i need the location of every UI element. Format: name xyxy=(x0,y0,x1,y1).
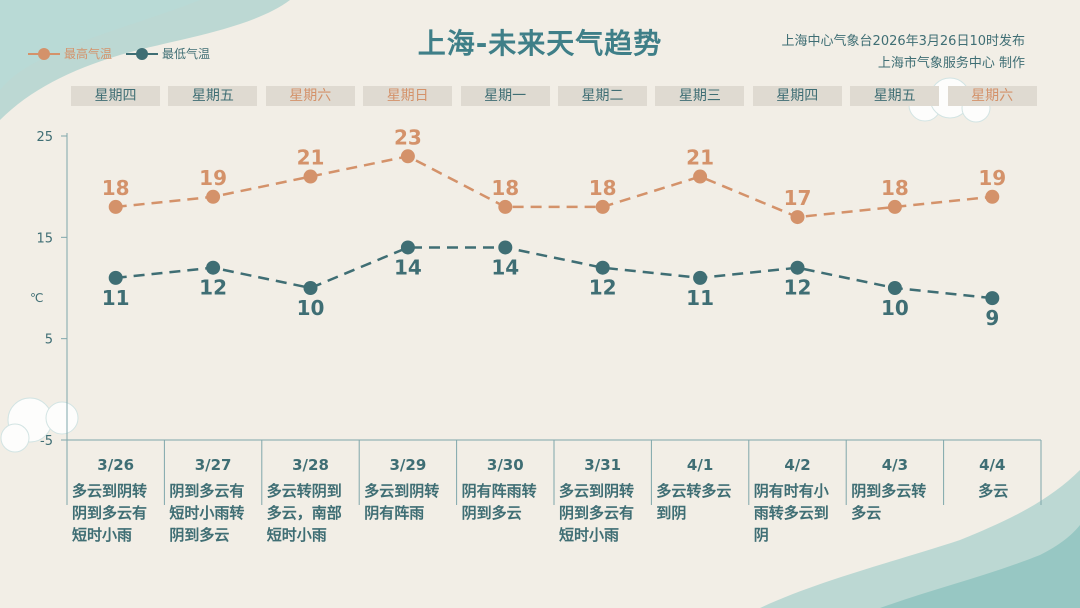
high-temp-label: 18 xyxy=(881,176,909,200)
cloud-puff xyxy=(45,401,79,435)
high-temp-label: 23 xyxy=(394,125,422,149)
high-temp-point xyxy=(400,149,415,164)
weekday-label: 星期一 xyxy=(460,86,550,106)
high-temp-label: 18 xyxy=(589,176,617,200)
low-temp-point xyxy=(206,260,221,275)
low-temp-label: 12 xyxy=(784,276,812,300)
y-tick-label: 15 xyxy=(36,231,53,246)
weekday-label: 星期五 xyxy=(850,86,940,106)
legend-item-low: 最低气温 xyxy=(126,45,210,62)
high-temp-point xyxy=(595,199,610,214)
high-temp-label: 19 xyxy=(199,166,227,190)
weekday-label: 星期四 xyxy=(71,86,160,106)
date-label: 3/29 xyxy=(389,456,427,474)
cloud-left xyxy=(0,397,79,453)
publisher-line-1: 上海中心气象台2026年3月26日10时发布 xyxy=(781,34,1025,49)
high-temp-label: 19 xyxy=(978,166,1006,190)
high-temp-label: 18 xyxy=(491,176,519,200)
high-temp-label: 21 xyxy=(297,146,325,170)
page-title: 上海-未来天气趋势 xyxy=(417,27,663,60)
weather-description: 多云转阴到多云，南部短时小雨 xyxy=(266,482,342,544)
weekday-label: 星期五 xyxy=(168,86,258,106)
weather-description: 阴有阵雨转阴到多云 xyxy=(461,482,537,522)
y-axis-unit-label: ℃ xyxy=(30,291,43,305)
low-temp-line xyxy=(115,246,993,300)
date-label: 4/2 xyxy=(784,456,811,474)
high-series-marker-icon xyxy=(28,47,60,60)
high-temp-point xyxy=(498,199,513,214)
high-temp-label: 18 xyxy=(102,176,130,200)
weekday-label: 星期四 xyxy=(752,86,842,106)
low-temp-label: 12 xyxy=(199,276,227,300)
weekday-label: 星期日 xyxy=(363,86,453,106)
weekday-label: 星期二 xyxy=(558,86,647,106)
watercolor-top-left-light xyxy=(0,0,200,90)
low-temp-point xyxy=(790,260,805,275)
weather-description: 阴有时有小雨转多云到阴 xyxy=(753,482,829,544)
weekday-label: 星期六 xyxy=(947,86,1037,106)
legend-label-high: 最高气温 xyxy=(64,47,113,61)
low-temp-label: 14 xyxy=(491,255,519,279)
low-temp-point xyxy=(303,281,318,295)
low-temp-label: 12 xyxy=(589,276,617,300)
high-temp-line xyxy=(115,154,993,219)
y-tick-label: -5 xyxy=(40,434,53,449)
low-temp-point xyxy=(985,291,1000,306)
low-temp-point xyxy=(108,270,123,285)
low-series-marker-icon xyxy=(126,47,159,60)
high-temp-point xyxy=(108,199,123,214)
date-label: 4/1 xyxy=(686,456,714,474)
weather-description: 多云转多云到阴 xyxy=(656,482,732,522)
high-temp-point xyxy=(985,189,1000,204)
high-temp-point xyxy=(206,189,221,204)
weekday-label: 星期三 xyxy=(655,86,745,106)
weather-description: 多云到阴转阴到多云有短时小雨 xyxy=(559,482,635,544)
date-label: 3/30 xyxy=(486,456,524,474)
y-tick-label: 5 xyxy=(45,333,53,348)
weather-description: 阴到多云转多云 xyxy=(851,482,927,522)
low-temp-label: 11 xyxy=(686,286,714,310)
low-temp-point xyxy=(400,240,415,255)
cloud-puff xyxy=(0,423,30,453)
date-label: 3/27 xyxy=(194,456,232,474)
y-tick-label: 25 xyxy=(36,130,53,145)
low-temp-point xyxy=(498,240,513,255)
low-temp-label: 11 xyxy=(102,286,130,310)
low-temp-label: 10 xyxy=(881,296,909,320)
high-temp-label: 21 xyxy=(686,146,714,170)
low-temp-point xyxy=(595,260,610,275)
low-temp-point xyxy=(693,270,708,285)
watercolor-bottom-right xyxy=(760,470,1080,608)
legend: 最高气温 最低气温 xyxy=(28,45,210,62)
weekday-label: 星期六 xyxy=(265,86,355,106)
date-label: 4/4 xyxy=(979,456,1006,474)
date-label: 4/3 xyxy=(881,456,909,474)
low-temp-label: 10 xyxy=(297,296,325,320)
low-temp-label: 14 xyxy=(394,255,422,279)
high-temp-point xyxy=(693,169,708,184)
weather-description: 多云到阴转阴到多云有短时小雨 xyxy=(72,482,148,544)
high-temp-label: 17 xyxy=(784,186,812,210)
high-temp-point xyxy=(887,199,902,214)
weather-description: 阴到多云有短时小雨转阴到多云 xyxy=(169,482,245,544)
weather-description: 多云 xyxy=(978,482,1009,500)
watercolor-bottom-right-light xyxy=(880,525,1080,608)
date-label: 3/28 xyxy=(292,456,329,474)
high-temp-point xyxy=(790,210,805,225)
legend-item-high: 最高气温 xyxy=(28,45,112,62)
weather-description: 多云到阴转阴有阵雨 xyxy=(364,482,440,522)
legend-label-low: 最低气温 xyxy=(162,47,211,61)
high-temp-point xyxy=(303,169,318,184)
publisher-line-2: 上海市气象服务中心 制作 xyxy=(877,56,1025,71)
date-label: 3/26 xyxy=(97,456,135,474)
date-label: 3/31 xyxy=(584,456,622,474)
low-temp-point xyxy=(887,281,902,295)
low-temp-label: 9 xyxy=(985,306,999,330)
